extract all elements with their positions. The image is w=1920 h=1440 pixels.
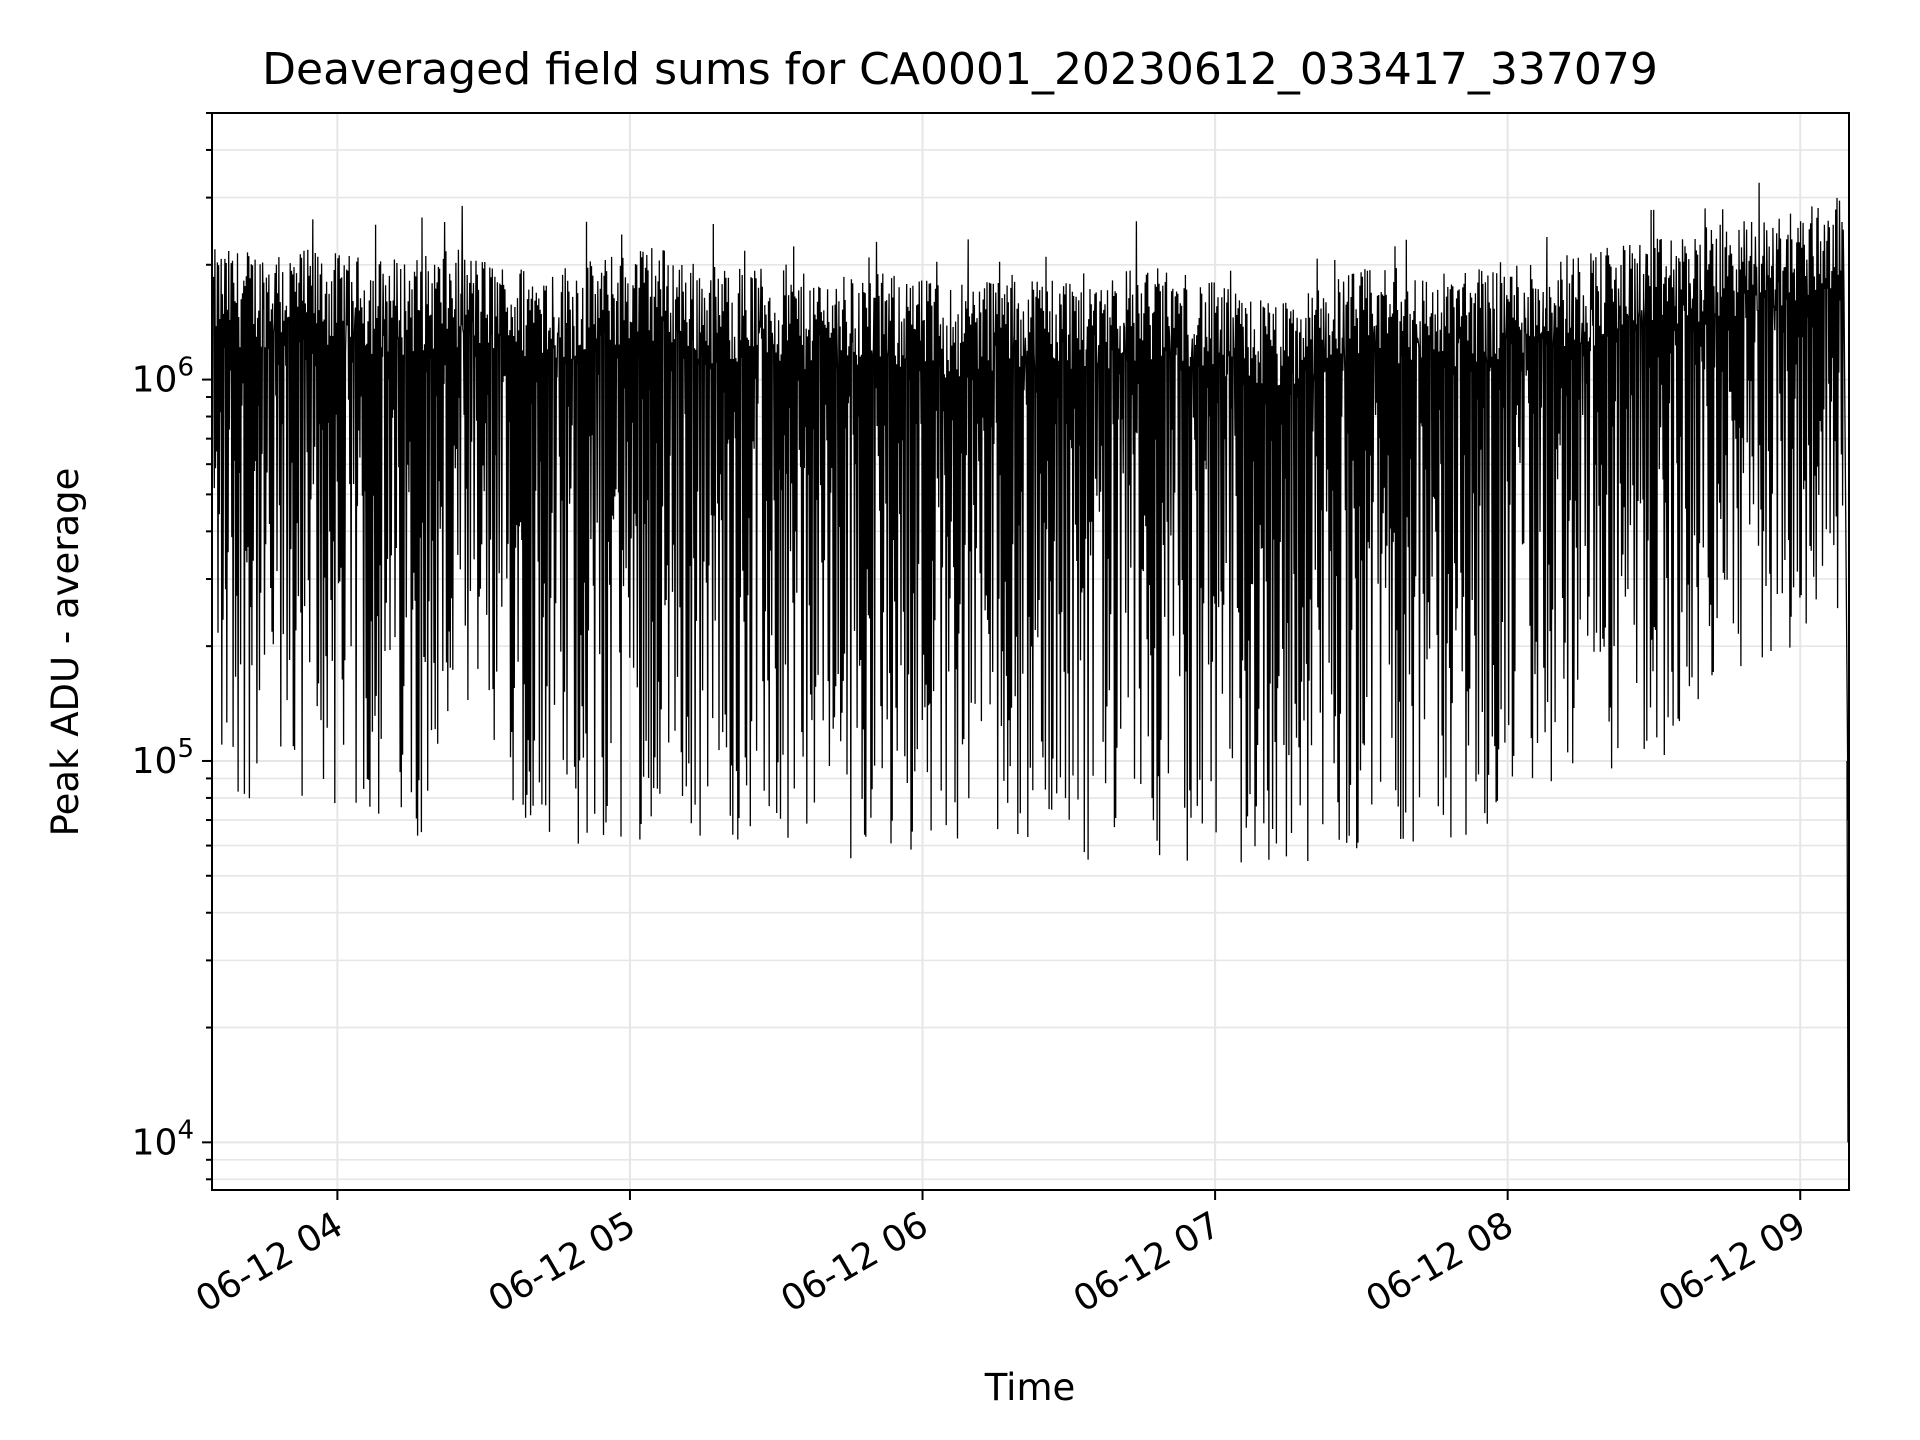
- y-tick-base: 10: [132, 1122, 178, 1163]
- y-tick-exponent: 5: [177, 734, 194, 764]
- x-tick-label: 06-12 07: [1067, 1204, 1228, 1320]
- x-tick-label: 06-12 09: [1652, 1204, 1813, 1320]
- x-tick-label: 06-12 04: [189, 1204, 350, 1320]
- y-tick-exponent: 6: [177, 353, 194, 383]
- y-tick-exponent: 4: [177, 1115, 194, 1145]
- x-axis: 06-12 04 06-12 05 06-12 06 06-12 07 06-12 08…: [189, 1190, 1813, 1321]
- x-tick-label: 06-12 08: [1359, 1204, 1520, 1320]
- x-tick-label: 06-12 05: [482, 1204, 643, 1320]
- y-tick-label: 106: [132, 353, 194, 401]
- chart-title: Deaveraged field sums for CA0001_2023061…: [262, 44, 1658, 95]
- y-tick-label: 104: [132, 1115, 194, 1163]
- y-tick-label: 105: [132, 734, 194, 782]
- y-tick-base: 10: [132, 360, 178, 401]
- data-series: [212, 182, 1849, 1143]
- x-tick-label: 06-12 06: [774, 1204, 935, 1320]
- y-axis-label: Peak ADU - average: [44, 468, 87, 837]
- plot-frame: [211, 112, 1850, 1191]
- x-axis-label: Time: [984, 1366, 1076, 1409]
- y-tick-base: 10: [132, 741, 178, 782]
- series-line: [212, 182, 1849, 1143]
